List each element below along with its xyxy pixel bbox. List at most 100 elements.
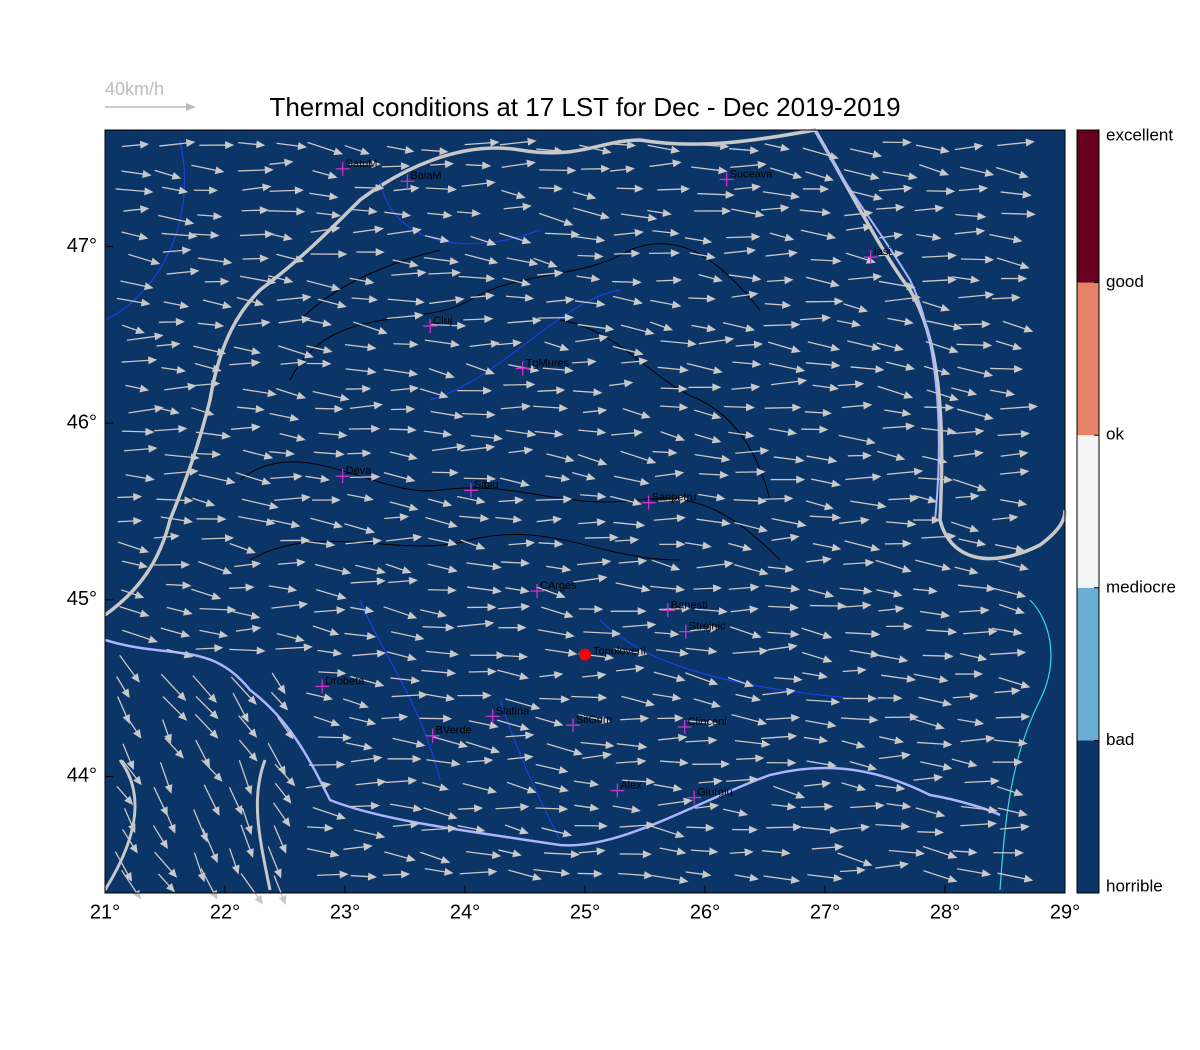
wind-arrowhead: [417, 269, 427, 278]
wind-arrowhead: [788, 642, 798, 651]
wind-arrowhead: [150, 257, 161, 266]
wind-arrowhead: [702, 236, 713, 245]
wind-arrowhead: [336, 760, 346, 769]
wind-arrowhead: [263, 452, 274, 460]
wind-arrow: [464, 141, 496, 146]
colorbar-frame: [1076, 129, 1100, 894]
wind-arrowhead: [212, 806, 220, 816]
wind-arrowhead: [647, 621, 657, 630]
wind-arrow: [583, 631, 618, 635]
wind-arrowhead: [706, 252, 716, 261]
wind-arrowhead: [947, 627, 958, 636]
wind-arrowhead: [565, 296, 575, 305]
wind-arrowhead: [519, 672, 529, 681]
wind-arrow: [269, 189, 300, 192]
wind-arrowhead: [401, 566, 412, 574]
wind-arrowhead: [1020, 468, 1030, 476]
wind-arrow: [545, 232, 577, 236]
wind-arrowhead: [746, 246, 757, 255]
city-marker: [315, 679, 330, 694]
y-tick-label: 45°: [67, 588, 97, 610]
wind-arrowhead: [784, 276, 794, 285]
wind-arrowhead: [454, 411, 464, 420]
wind-arrowhead: [786, 687, 796, 696]
wind-arrowhead: [182, 246, 192, 255]
wind-arrowhead: [445, 623, 455, 632]
wind-arrow: [882, 171, 914, 178]
wind-arrowhead: [860, 823, 871, 832]
wind-arrow: [1001, 212, 1032, 215]
wind-arrowhead: [589, 803, 600, 812]
wind-arrow: [274, 496, 307, 501]
wind-arrowhead: [171, 340, 181, 349]
wind-arrowhead: [255, 405, 265, 414]
wind-arrowhead: [947, 851, 958, 859]
wind-arrowhead: [933, 773, 944, 782]
wind-arrow: [652, 874, 685, 882]
wind-arrowhead: [1026, 210, 1036, 219]
wind-arrowhead: [790, 191, 800, 200]
wind-arrowhead: [135, 326, 145, 334]
wind-arrowhead: [822, 408, 832, 417]
wind-arrow: [533, 405, 565, 409]
wind-arrowhead: [210, 380, 221, 389]
wind-arrow: [956, 868, 988, 875]
wind-arrowhead: [748, 825, 758, 834]
chart-title: Thermal conditions at 17 LST for Dec - D…: [269, 92, 900, 122]
wind-arrow: [238, 515, 272, 524]
wind-arrowhead: [222, 566, 233, 575]
wind-arrowhead: [830, 343, 841, 352]
wind-scale-arrowhead: [186, 103, 196, 111]
wind-arrowhead: [632, 278, 642, 287]
wind-arrowhead: [856, 866, 866, 875]
wind-arrow: [431, 323, 463, 327]
colorbar-segment: [1077, 740, 1099, 893]
wind-arrowhead: [988, 805, 998, 814]
city-label: Drobeta: [325, 675, 365, 687]
wind-arrowhead: [524, 293, 535, 302]
wind-arrowhead: [274, 868, 282, 879]
wind-arrowhead: [595, 235, 606, 244]
wind-arrowhead: [359, 700, 369, 709]
wind-arrowhead: [451, 759, 461, 768]
wind-arrowhead: [171, 172, 182, 180]
wind-arrow: [884, 296, 918, 303]
wind-arrowhead: [985, 291, 995, 300]
wind-arrowhead: [164, 733, 172, 744]
wind-arrowhead: [829, 826, 840, 835]
wind-arrowhead: [981, 320, 991, 329]
wind-arrowhead: [256, 140, 266, 149]
wind-arrow: [387, 298, 421, 303]
wind-arrowhead: [604, 324, 615, 333]
wind-arrowhead: [184, 496, 194, 505]
wind-arrowhead: [524, 753, 534, 762]
wind-arrowhead: [565, 630, 575, 639]
wind-arrowhead: [189, 467, 199, 476]
wind-arrowhead: [935, 809, 946, 818]
wind-arrowhead: [296, 207, 306, 216]
wind-arrowhead: [860, 516, 870, 525]
wind-arrowhead: [1020, 680, 1031, 689]
wind-arrowhead: [210, 231, 220, 240]
city-marker: [566, 718, 580, 733]
wind-arrowhead: [750, 383, 761, 392]
wind-arrow: [691, 166, 724, 172]
highlight-label: Topoloveni: [593, 645, 646, 657]
wind-arrowhead: [984, 412, 994, 421]
wind-arrow: [202, 828, 217, 860]
wind-arrowhead: [124, 871, 133, 882]
wind-arrow: [734, 521, 765, 531]
city-label: BaiaM: [410, 170, 441, 182]
wind-arrowhead: [447, 824, 457, 833]
wind-arrowhead: [751, 232, 761, 241]
wind-arrowhead: [376, 577, 386, 586]
wind-arrowhead: [197, 872, 206, 883]
wind-arrowhead: [488, 256, 499, 265]
city-label: Suceava: [730, 168, 774, 180]
wind-arrowhead: [554, 146, 564, 155]
wind-arrowhead: [639, 477, 650, 486]
wind-arrowhead: [512, 515, 523, 524]
wind-arrowhead: [709, 847, 719, 856]
wind-arrowhead: [940, 610, 951, 619]
wind-arrowhead: [637, 607, 647, 616]
